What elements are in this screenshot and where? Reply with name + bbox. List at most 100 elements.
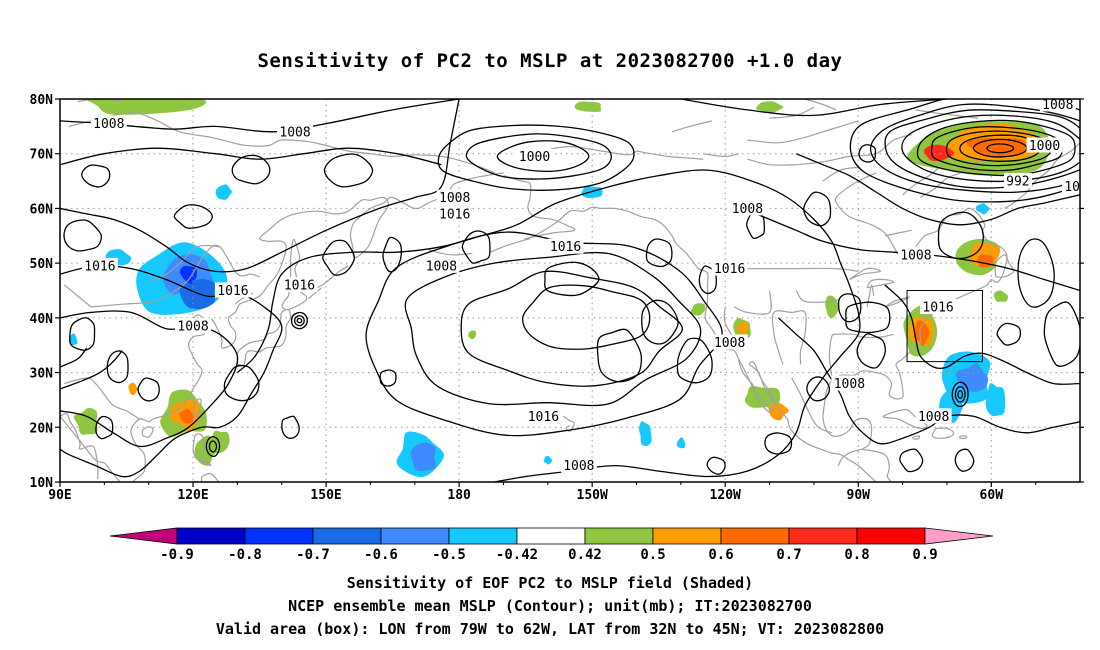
- isobar: [954, 448, 975, 472]
- isobar: [60, 350, 123, 390]
- contour-label: 1016: [550, 240, 581, 255]
- contour-label: 1008: [900, 248, 931, 263]
- shade-region: [410, 442, 437, 472]
- coastline: [931, 427, 955, 439]
- isobar: [544, 261, 600, 297]
- contour-label-bg: [897, 246, 934, 262]
- isobar: [208, 440, 218, 453]
- coastline: [747, 120, 859, 144]
- contour-label: 1008: [439, 191, 470, 206]
- coastline: [90, 244, 260, 308]
- lon-label: 90E: [48, 488, 71, 503]
- coastline: [866, 278, 895, 289]
- isobar: [60, 347, 88, 368]
- shade-region: [73, 407, 98, 435]
- colorbar-right-arrow: [924, 527, 994, 545]
- lat-label: 60N: [30, 202, 54, 217]
- isobar: [858, 144, 877, 163]
- isobar: [937, 211, 984, 260]
- coastline: [828, 333, 894, 376]
- isobar: [231, 154, 271, 185]
- contour-label: 1016: [1064, 180, 1095, 195]
- coastline: [882, 408, 928, 430]
- isobar: [60, 147, 442, 166]
- shade-region: [993, 290, 1009, 302]
- isobar: [60, 310, 239, 448]
- contour-label-bg: [214, 282, 251, 298]
- lon-label: 60W: [980, 488, 1004, 503]
- valid-area-box: [906, 290, 983, 363]
- colorbar-left-arrow: [109, 527, 178, 545]
- isobar: [223, 364, 260, 402]
- colorbar-label: -0.6: [364, 547, 398, 563]
- isobar: [69, 317, 96, 351]
- contour-label-bg: [516, 148, 553, 164]
- isobar: [521, 284, 651, 350]
- colorbar-label: -0.8: [228, 547, 262, 563]
- isobar: [1043, 301, 1080, 367]
- isobar: [281, 415, 300, 439]
- coastline: [795, 290, 841, 303]
- isobar: [901, 114, 1080, 183]
- coastline: [912, 435, 921, 440]
- shade-region: [737, 321, 749, 335]
- isobar: [869, 103, 1080, 194]
- colorbar-swatch: [788, 527, 858, 545]
- contour-label: 1016: [84, 259, 115, 274]
- footer-line-1: Sensitivity of EOF PC2 to MSLP field (Sh…: [346, 574, 754, 592]
- contour-label-bg: [81, 257, 118, 273]
- isobar: [706, 456, 726, 475]
- isobar: [959, 134, 1041, 162]
- coastline: [837, 448, 863, 466]
- map-frame: [59, 98, 1081, 483]
- shade-region: [215, 184, 232, 200]
- contour-label: 1008: [426, 259, 457, 274]
- isobar: [986, 143, 1015, 154]
- coastline: [192, 433, 212, 467]
- contour-label: 1016: [922, 300, 953, 315]
- isobar: [382, 236, 402, 273]
- isobar: [137, 377, 160, 402]
- shade-region: [639, 421, 652, 447]
- isobar: [290, 311, 308, 330]
- valid-area-rect: [906, 290, 983, 363]
- coastline: [1004, 142, 1080, 209]
- contour-label: 1016: [528, 410, 559, 425]
- contour-label: 1008: [177, 320, 208, 335]
- coastline: [822, 416, 890, 477]
- coastline: [503, 175, 877, 482]
- shade-region: [179, 408, 194, 424]
- colorbar-label: 0.42: [568, 547, 602, 563]
- contour-label: 1008: [732, 202, 763, 217]
- isobar: [680, 99, 948, 117]
- contour-label: 1008: [918, 410, 949, 425]
- isobar: [404, 251, 702, 407]
- coastline: [884, 296, 910, 308]
- isobar: [996, 322, 1022, 346]
- coastline: [959, 435, 968, 440]
- contour-label: 1000: [1029, 139, 1060, 154]
- shade-region: [468, 330, 477, 340]
- colorbar-label: -0.42: [496, 547, 538, 563]
- colorbar-swatch: [312, 527, 382, 545]
- shade-region: [985, 383, 1006, 417]
- colorbar-label: 0.5: [640, 547, 665, 563]
- shade-region: [955, 363, 989, 392]
- colorbar-swatch: [856, 527, 926, 545]
- isobar: [930, 126, 1063, 172]
- coastline: [886, 476, 892, 482]
- coastline: [427, 248, 473, 256]
- isobar: [951, 381, 969, 408]
- contour-label-bg: [711, 260, 748, 276]
- coastline: [822, 166, 859, 182]
- isobar: [698, 265, 717, 295]
- coastline: [791, 377, 832, 434]
- contour-label-bg: [281, 277, 318, 293]
- isobar: [837, 293, 862, 323]
- isobar: [460, 270, 684, 387]
- coastline: [747, 134, 912, 166]
- coastline: [737, 359, 773, 412]
- coastline: [884, 229, 912, 237]
